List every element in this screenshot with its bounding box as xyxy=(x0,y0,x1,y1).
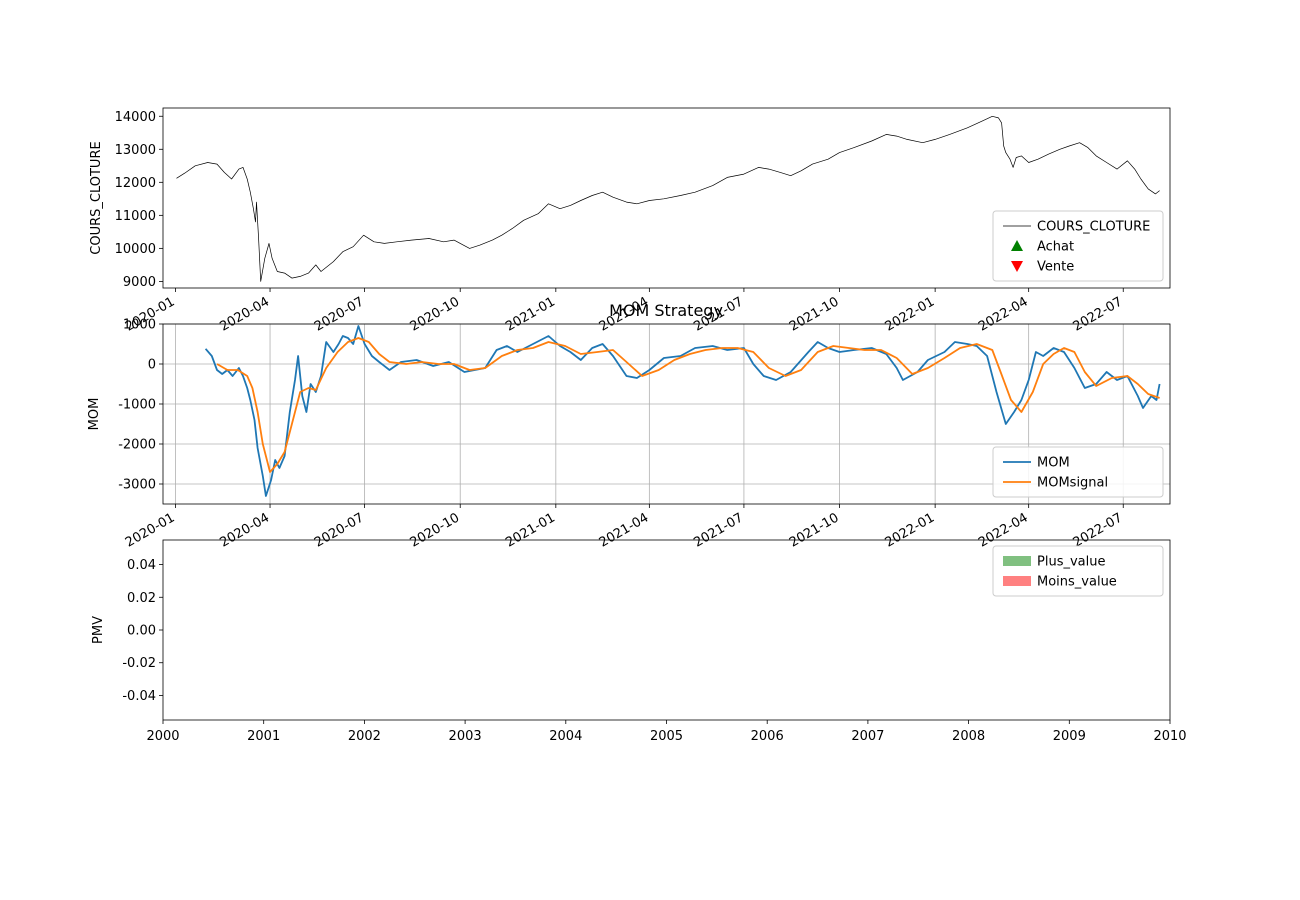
legend-label: Moins_value xyxy=(1037,575,1117,590)
y-tick-label: 9000 xyxy=(123,275,156,290)
legend-frame xyxy=(992,210,1164,282)
y-tick-label: 0.04 xyxy=(127,558,156,573)
x-tick-label: 2020-01 xyxy=(123,510,178,550)
legend-marker xyxy=(1003,576,1031,586)
x-tick-label: 2021-10 xyxy=(787,510,842,550)
x-tick-label: 2007 xyxy=(851,729,884,744)
legend-label: MOMsignal xyxy=(1037,476,1108,491)
price-legend: COURS_CLOTURE Achat Vente xyxy=(992,210,1164,282)
x-tick-label: 2021-01 xyxy=(503,510,558,550)
mom-title: MOM Strategy xyxy=(609,301,723,320)
x-tick-label: 2002 xyxy=(348,729,381,744)
y-tick-label: 13000 xyxy=(115,143,156,158)
legend-frame xyxy=(992,446,1164,498)
mom-axes-frame xyxy=(162,323,1171,505)
legend-label: MOM xyxy=(1037,456,1070,471)
series-line-momsignal xyxy=(216,337,1160,473)
x-tick-label: 2020-10 xyxy=(408,294,463,334)
y-tick-label: -0.02 xyxy=(122,656,156,671)
y-tick-label: -3000 xyxy=(118,478,156,493)
x-tick-label: 2005 xyxy=(650,729,683,744)
legend-label: Vente xyxy=(1037,260,1074,275)
price-ylabel: COURS_CLOTURE xyxy=(89,141,104,254)
y-tick-label: -2000 xyxy=(118,438,156,453)
x-tick-label: 2021-07 xyxy=(691,510,746,550)
x-tick-label: 2001 xyxy=(247,729,280,744)
x-tick-label: 2009 xyxy=(1053,729,1086,744)
x-tick-label: 2022-01 xyxy=(883,294,938,334)
x-tick-label: 2022-04 xyxy=(976,294,1031,334)
x-tick-label: 2008 xyxy=(952,729,985,744)
x-tick-label: 2022-04 xyxy=(976,510,1031,550)
legend-marker xyxy=(1011,240,1023,251)
pmv-chart: -0.04 -0.02 0.00 0.02 0.04 2000 2001 2002 2003 2… xyxy=(91,539,1187,744)
x-tick-label: 2020-04 xyxy=(217,294,272,334)
x-tick-label: 2020-04 xyxy=(217,510,272,550)
y-tick-label: 1000 xyxy=(123,318,156,333)
mom-legend: MOM MOMsignal xyxy=(992,446,1164,498)
legend-label: COURS_CLOTURE xyxy=(1037,220,1150,235)
y-tick-label: 0.00 xyxy=(127,624,156,639)
legend-label: Achat xyxy=(1037,240,1074,255)
x-tick-label: 2010 xyxy=(1153,729,1186,744)
x-tick-label: 2020-10 xyxy=(408,510,463,550)
x-tick-label: 2021-01 xyxy=(503,294,558,334)
y-tick-label: 11000 xyxy=(115,209,156,224)
y-tick-label: -1000 xyxy=(118,398,156,413)
y-tick-label: 12000 xyxy=(115,176,156,191)
legend-marker xyxy=(1003,556,1031,566)
x-tick-label: 2022-07 xyxy=(1071,294,1126,334)
x-tick-label: 2003 xyxy=(449,729,482,744)
series-line-cours_cloture xyxy=(176,115,1160,282)
pmv-legend: Plus_value Moins_value xyxy=(992,545,1164,597)
legend-label: Plus_value xyxy=(1037,555,1105,570)
y-tick-label: 10000 xyxy=(115,242,156,257)
y-tick-label: -0.04 xyxy=(122,689,156,704)
pmv-ylabel: PMV xyxy=(91,616,106,644)
x-tick-label: 2022-07 xyxy=(1071,510,1126,550)
y-tick-label: 14000 xyxy=(115,110,156,125)
x-tick-label: 2000 xyxy=(146,729,179,744)
y-tick-label: 0 xyxy=(148,358,156,373)
x-tick-label: 2022-01 xyxy=(883,510,938,550)
price-axes-frame xyxy=(162,107,1171,289)
x-tick-label: 2006 xyxy=(751,729,784,744)
y-tick-label: 0.02 xyxy=(127,591,156,606)
x-tick-label: 2021-10 xyxy=(787,294,842,334)
legend-marker xyxy=(1011,261,1023,272)
legend-frame xyxy=(992,545,1164,597)
mom-chart: -3000 -2000 -1000 0 1000 2020-01 2020-04 2020-… xyxy=(87,301,1171,551)
x-tick-label: 2021-04 xyxy=(597,510,652,550)
x-tick-label: 2020-07 xyxy=(312,510,367,550)
x-tick-label: 2004 xyxy=(549,729,582,744)
mom-ylabel: MOM xyxy=(87,398,102,431)
